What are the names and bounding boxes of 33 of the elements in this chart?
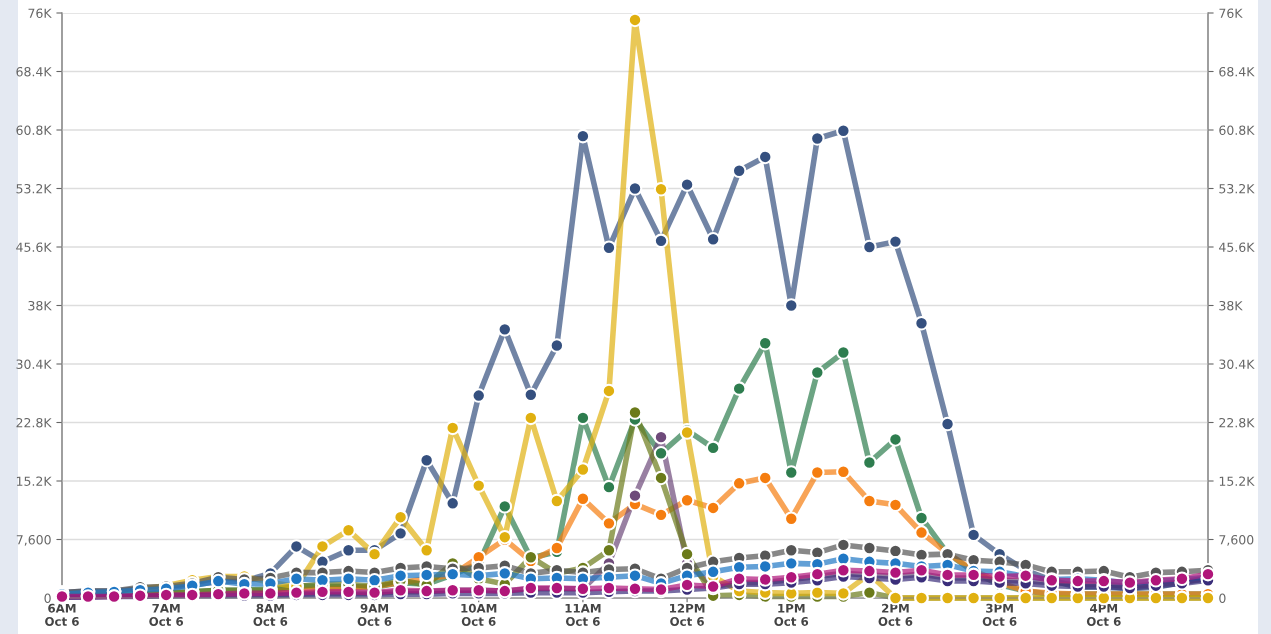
x-tick-label: 12PM Oct 6 bbox=[670, 603, 705, 626]
y-tick-label: 68.4K bbox=[16, 66, 52, 77]
y-tick-label: 38K bbox=[28, 300, 52, 311]
y2-tick-label: 68.4K bbox=[1219, 66, 1255, 77]
y2-tick-label: 53.2K bbox=[1219, 183, 1255, 194]
x-tick-label: 9AM Oct 6 bbox=[357, 603, 392, 626]
x-tick-label: 7AM Oct 6 bbox=[149, 603, 184, 626]
y-tick-label: 7,600 bbox=[16, 534, 51, 546]
x-tick-label: 3PM Oct 6 bbox=[982, 603, 1017, 626]
x-tick-label: 6AM Oct 6 bbox=[45, 603, 79, 626]
y2-tick-label: 38K bbox=[1219, 300, 1243, 311]
y2-tick-label: 45.6K bbox=[1219, 242, 1255, 252]
y2-tick-label: 76K bbox=[1219, 8, 1243, 18]
y2-tick-label: 15.2K bbox=[1219, 476, 1255, 486]
y2-tick-label: 0 bbox=[1219, 593, 1226, 603]
x-tick-label: 1PM Oct 6 bbox=[774, 603, 809, 626]
x-tick-label: 4PM Oct 6 bbox=[1086, 603, 1121, 626]
y-tick-label: 76K bbox=[28, 8, 52, 18]
y2-tick-label: 7,600 bbox=[1219, 534, 1254, 546]
x-tick-label: 11AM Oct 6 bbox=[565, 603, 601, 626]
y-tick-label: 60.8K bbox=[16, 125, 52, 135]
x-tick-label: 2PM Oct 6 bbox=[878, 603, 913, 626]
y-tick-label: 53.2K bbox=[16, 183, 52, 194]
y-tick-label: 30.4K bbox=[16, 359, 52, 369]
y-tick-label: 0 bbox=[44, 593, 51, 603]
x-tick-label: 10AM Oct 6 bbox=[461, 603, 497, 626]
y-tick-label: 15.2K bbox=[16, 476, 52, 486]
y-tick-label: 45.6K bbox=[16, 242, 52, 252]
y2-tick-label: 30.4K bbox=[1219, 359, 1255, 369]
y2-tick-label: 60.8K bbox=[1219, 125, 1255, 135]
y2-tick-label: 22.8K bbox=[1219, 417, 1255, 428]
y-tick-label: 22.8K bbox=[16, 417, 52, 428]
x-tick-label: 8AM Oct 6 bbox=[253, 603, 288, 626]
